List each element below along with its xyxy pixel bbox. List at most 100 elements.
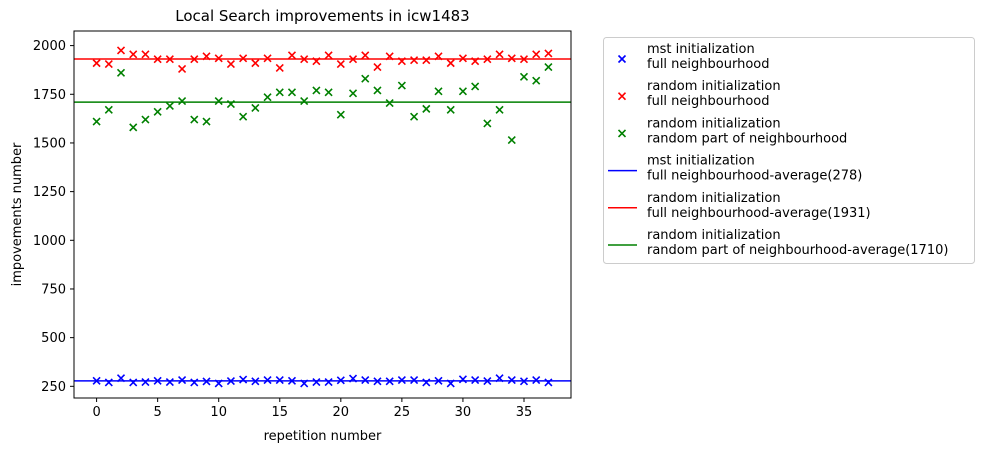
legend-label: full neighbourhood-average(278) bbox=[647, 169, 862, 184]
chart-title: Local Search improvements in icw1483 bbox=[175, 7, 469, 25]
data-point bbox=[141, 377, 150, 387]
legend-marker bbox=[617, 92, 627, 101]
data-point bbox=[336, 60, 345, 69]
data-point bbox=[519, 377, 529, 386]
data-point bbox=[422, 378, 431, 387]
legend-marker bbox=[617, 129, 627, 138]
data-point bbox=[507, 376, 516, 385]
data-point bbox=[410, 56, 419, 65]
data-point bbox=[373, 86, 382, 95]
data-point bbox=[226, 99, 235, 109]
data-point bbox=[495, 374, 504, 383]
data-point bbox=[202, 117, 211, 126]
data-point bbox=[532, 76, 541, 85]
legend-label: random initialization bbox=[647, 116, 781, 131]
data-point bbox=[104, 105, 113, 114]
data-point bbox=[385, 52, 394, 61]
data-point bbox=[410, 112, 419, 121]
data-point bbox=[348, 89, 358, 98]
data-point bbox=[397, 81, 406, 90]
data-point bbox=[348, 55, 358, 64]
data-point bbox=[532, 376, 541, 385]
plot-area bbox=[74, 46, 571, 388]
data-point bbox=[483, 376, 492, 386]
legend-label: full neighbourhood bbox=[647, 94, 769, 109]
data-point bbox=[507, 54, 516, 63]
data-point bbox=[544, 62, 553, 72]
data-point bbox=[226, 376, 235, 386]
data-point bbox=[116, 68, 126, 77]
data-point bbox=[361, 74, 370, 83]
data-point bbox=[336, 110, 345, 119]
data-point bbox=[226, 60, 235, 69]
legend-label: random initialization bbox=[647, 79, 781, 94]
legend-label: random initialization bbox=[647, 191, 781, 206]
y-tick-label: 1000 bbox=[33, 234, 66, 249]
data-point bbox=[178, 97, 187, 106]
data-point bbox=[361, 376, 370, 385]
data-point bbox=[190, 55, 199, 64]
series-1 bbox=[92, 46, 553, 74]
data-point bbox=[92, 59, 101, 68]
data-point bbox=[434, 376, 443, 385]
data-point bbox=[312, 57, 321, 66]
x-tick-label: 10 bbox=[210, 405, 227, 420]
data-point bbox=[178, 64, 187, 74]
data-point bbox=[312, 377, 321, 387]
data-point bbox=[422, 104, 431, 113]
data-point bbox=[141, 50, 150, 59]
data-point bbox=[129, 123, 138, 132]
legend-label: mst initialization bbox=[647, 42, 755, 57]
data-point bbox=[239, 112, 248, 121]
y-tick-label: 500 bbox=[41, 331, 66, 346]
x-tick-label: 0 bbox=[92, 405, 100, 420]
data-point bbox=[471, 82, 480, 91]
data-point bbox=[214, 379, 223, 388]
data-point bbox=[544, 49, 553, 58]
data-point bbox=[312, 86, 321, 95]
data-point bbox=[263, 54, 272, 63]
data-point bbox=[324, 51, 333, 60]
data-point bbox=[300, 97, 309, 106]
data-point bbox=[214, 97, 223, 106]
data-point bbox=[373, 62, 382, 72]
data-point bbox=[361, 51, 370, 60]
data-point bbox=[275, 88, 284, 97]
data-point bbox=[153, 107, 162, 116]
x-tick-label: 25 bbox=[394, 405, 411, 420]
data-point bbox=[202, 377, 211, 386]
data-point bbox=[471, 57, 480, 66]
data-point bbox=[324, 88, 333, 97]
data-point bbox=[507, 135, 516, 145]
data-point bbox=[397, 57, 406, 66]
data-point bbox=[263, 376, 272, 385]
data-point bbox=[153, 376, 162, 385]
data-point bbox=[92, 117, 101, 126]
data-point bbox=[300, 55, 309, 64]
data-point bbox=[129, 50, 138, 59]
data-point bbox=[348, 374, 358, 383]
legend-marker bbox=[617, 54, 627, 64]
x-axis: 0 5 10 15 20 25 30 35 bbox=[92, 398, 532, 420]
data-point bbox=[373, 377, 382, 386]
data-point bbox=[336, 376, 345, 385]
data-point bbox=[116, 374, 126, 383]
data-point bbox=[471, 376, 480, 385]
data-point bbox=[251, 377, 260, 386]
data-point bbox=[214, 54, 223, 63]
data-point bbox=[153, 55, 162, 64]
data-point bbox=[202, 52, 211, 61]
data-point bbox=[422, 56, 431, 65]
series-0 bbox=[92, 374, 553, 388]
data-point bbox=[385, 377, 394, 386]
data-point bbox=[446, 379, 455, 388]
data-point bbox=[165, 377, 174, 387]
data-point bbox=[104, 60, 113, 69]
x-tick-label: 15 bbox=[271, 405, 288, 420]
data-point bbox=[434, 87, 443, 96]
data-point bbox=[385, 98, 394, 108]
data-point bbox=[287, 88, 297, 97]
data-point bbox=[129, 378, 138, 387]
data-point bbox=[141, 115, 150, 124]
